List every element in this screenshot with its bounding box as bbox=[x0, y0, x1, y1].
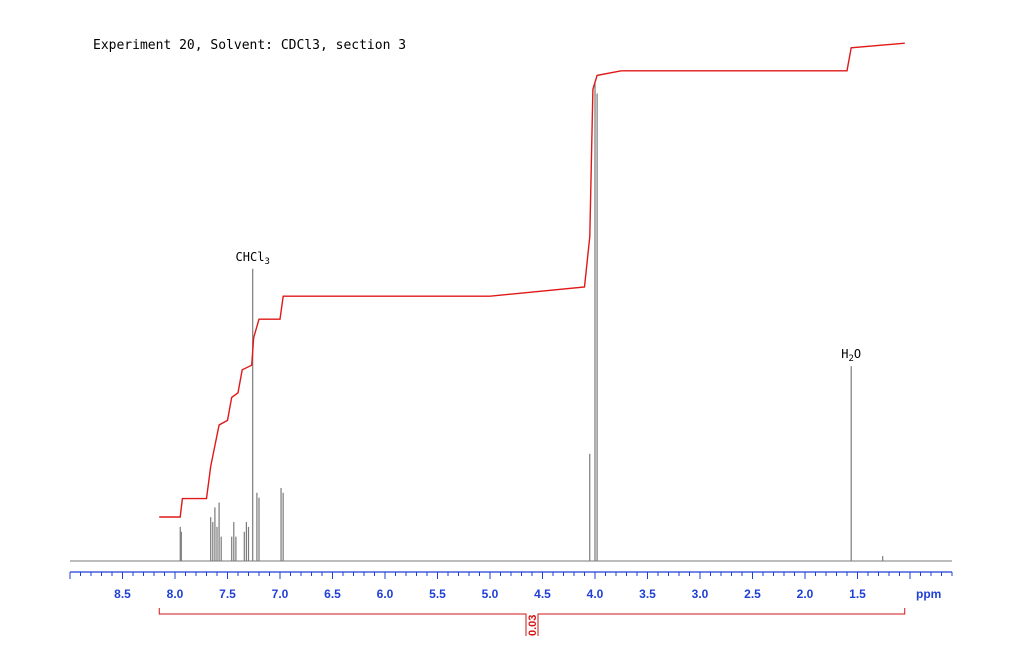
x-axis-tick-label: 8.5 bbox=[114, 587, 131, 601]
peak-label-main: H bbox=[841, 347, 848, 361]
peak-label-subscript: 3 bbox=[264, 257, 269, 267]
x-axis-tick-label: 5.5 bbox=[429, 587, 446, 601]
x-axis-tick-label: 8.0 bbox=[167, 587, 184, 601]
x-axis-tick-label: 3.0 bbox=[692, 587, 709, 601]
chart-title: Experiment 20, Solvent: CDCl3, section 3 bbox=[93, 38, 406, 53]
x-axis-tick-label: 7.0 bbox=[272, 587, 289, 601]
peak-annotations: CHCl3 H2O bbox=[236, 250, 862, 364]
x-axis-ticks: 8.5 8.0 7.5 7.0 6.5 6.0 5.5 5.0 4.5 4.0 3.5 3.0 2.5 2… bbox=[69, 572, 953, 601]
integral-region: 0.03 bbox=[158, 608, 906, 636]
x-axis-tick-label: 4.5 bbox=[534, 587, 551, 601]
x-axis-tick-label: 6.5 bbox=[324, 587, 341, 601]
x-axis-tick-label: 3.5 bbox=[639, 587, 656, 601]
peak-label-main: CHCl bbox=[236, 250, 265, 264]
x-axis-tick-label: 2.5 bbox=[744, 587, 761, 601]
spectrum-peaks bbox=[179, 83, 884, 561]
integral-curve bbox=[159, 42, 905, 518]
peak-label: CHCl3 bbox=[236, 250, 270, 267]
x-axis-tick-label: 7.5 bbox=[219, 587, 236, 601]
x-axis-tick-label: 6.0 bbox=[377, 587, 394, 601]
x-axis-tick-label: 1.5 bbox=[849, 587, 866, 601]
peak-label-tail: O bbox=[854, 347, 861, 361]
integral-region-value: 0.03 bbox=[527, 615, 539, 636]
peak-label-subscript: 2 bbox=[848, 354, 853, 364]
x-axis-tick-label: 5.0 bbox=[482, 587, 499, 601]
x-axis-tick-label: 4.0 bbox=[587, 587, 604, 601]
x-axis-unit-label: ppm bbox=[916, 587, 941, 601]
x-axis: 8.5 8.0 7.5 7.0 6.5 6.0 5.5 5.0 4.5 4.0 3.5 3.0 2.5 2… bbox=[69, 571, 953, 601]
integral-region-bracket bbox=[158, 608, 906, 636]
peak-label: H2O bbox=[841, 347, 861, 364]
x-axis-tick-label: 2.0 bbox=[797, 587, 814, 601]
